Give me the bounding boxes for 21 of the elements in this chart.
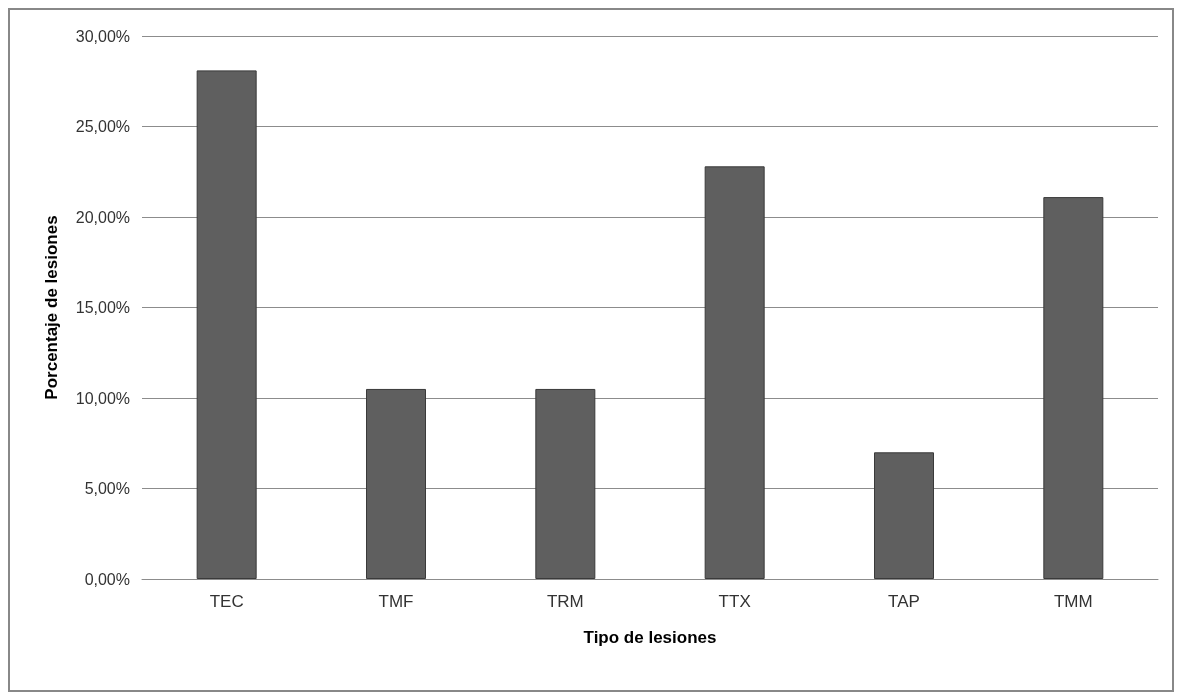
y-tick-label: 30,00%	[75, 27, 130, 45]
y-axis-title: Porcentaje de lesiones	[42, 215, 61, 400]
y-tick-label: 15,00%	[75, 299, 130, 316]
x-axis-title: Tipo de lesiones	[583, 628, 717, 647]
x-tick-label: TEC	[209, 592, 244, 611]
y-tick-label: 5,00%	[84, 480, 130, 497]
x-tick-label: TRM	[546, 592, 584, 611]
bar	[1043, 197, 1104, 579]
bar	[704, 166, 765, 579]
y-tick-label: 10,00%	[75, 389, 130, 407]
x-tick-label: TMM	[1053, 592, 1093, 611]
y-tick-label: 20,00%	[75, 208, 130, 226]
y-tick-label: 0,00%	[84, 570, 130, 588]
bar	[535, 388, 596, 579]
x-tick-label: TMF	[378, 592, 414, 611]
y-tick-label: 25,00%	[75, 118, 130, 135]
bar	[196, 70, 257, 579]
x-tick-label: TTX	[718, 592, 751, 611]
bar	[366, 388, 426, 579]
bar	[874, 452, 934, 579]
x-tick-label: TAP	[888, 592, 920, 611]
